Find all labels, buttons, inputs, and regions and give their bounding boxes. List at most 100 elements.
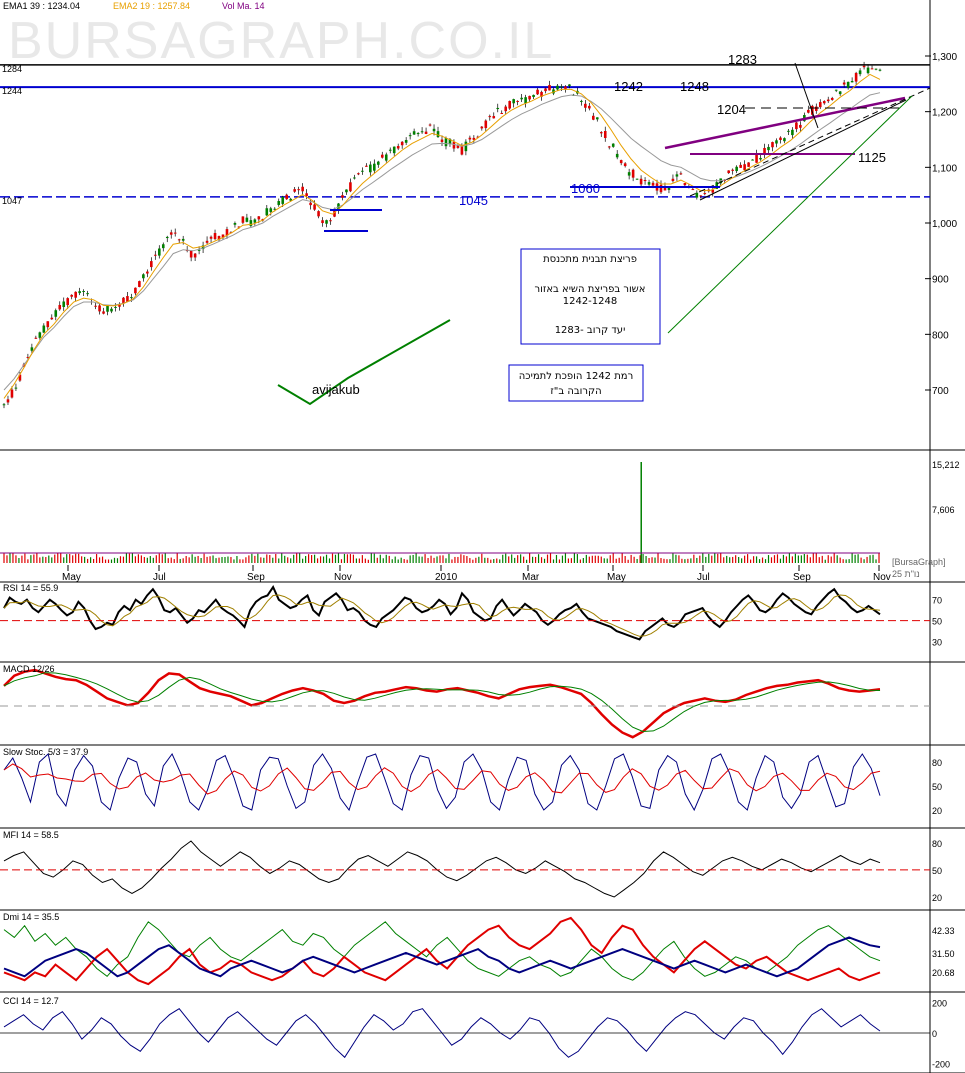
candle-body	[333, 210, 336, 217]
candle-body	[631, 169, 635, 178]
candle-body	[615, 153, 619, 158]
month-label: May	[62, 572, 81, 583]
candle-body	[751, 159, 754, 161]
candle-body	[78, 291, 81, 294]
candle-body	[6, 399, 10, 403]
stoch-tick-label: 80	[932, 758, 942, 768]
note-box-1	[520, 248, 661, 345]
candle-body	[496, 107, 500, 110]
month-label: Nov	[334, 572, 352, 583]
candle-body	[10, 389, 14, 398]
candle-body	[850, 80, 854, 83]
candle-body	[822, 101, 826, 104]
candle-body	[548, 85, 551, 91]
candle-body	[874, 68, 878, 70]
dmi-title: Dmi 14 = 35.5	[3, 912, 59, 922]
candle-body	[257, 216, 261, 220]
cci-tick-label: 200	[932, 999, 947, 1009]
candle-body	[667, 187, 671, 190]
candle-body	[138, 281, 141, 287]
left-label-1284: 1284	[2, 64, 22, 74]
candle-body	[743, 164, 746, 171]
candle-body	[420, 131, 424, 133]
candle-body	[126, 296, 129, 302]
cci-title: CCI 14 = 12.7	[3, 996, 59, 1006]
stoch-tick-label: 20	[932, 806, 942, 816]
candle-body	[866, 67, 870, 74]
support-trendline	[699, 99, 907, 201]
candle-body	[878, 69, 882, 71]
ema2-line	[3, 73, 881, 399]
candle-body	[755, 153, 758, 163]
candle-body	[476, 136, 480, 138]
candle-body	[66, 298, 70, 306]
candle-body	[34, 337, 38, 339]
note1-line4: יעד קרוב -1283	[555, 325, 626, 336]
candle-body	[50, 317, 54, 320]
price-tick-label: 900	[932, 275, 949, 286]
candle-body	[460, 146, 464, 155]
candle-body	[273, 208, 277, 210]
price-tick-label: 800	[932, 330, 949, 341]
candle-body	[301, 186, 304, 192]
candle-body	[783, 138, 786, 142]
candle-body	[468, 137, 472, 140]
candle-body	[580, 100, 583, 102]
level-label-1125: 1125	[858, 150, 886, 165]
candle-body	[357, 173, 360, 175]
candle-body	[134, 287, 137, 294]
candle-body	[169, 232, 173, 235]
note1-line3: 1242-1248	[563, 296, 618, 307]
candle-body	[94, 305, 97, 307]
volume-tick-label: 15,212	[932, 460, 960, 470]
month-label: Nov	[873, 572, 891, 583]
candle-body	[464, 141, 468, 152]
candle-body	[58, 305, 62, 310]
stoch-k-line	[3, 753, 881, 812]
candle-body	[98, 305, 101, 312]
candle-body	[221, 234, 225, 238]
candle-body	[122, 297, 125, 304]
candle-body	[858, 70, 862, 75]
candle-body	[627, 172, 631, 176]
mfi-tick-label: 20	[932, 893, 942, 903]
left-label-1047: 1047	[2, 196, 22, 206]
candle-body	[787, 130, 790, 132]
candle-body	[811, 105, 814, 115]
candle-body	[651, 182, 655, 186]
level-label-1045: 1045	[459, 193, 488, 208]
ema1-legend: EMA1 39 : 1234.04	[3, 1, 80, 11]
candle-body	[341, 195, 344, 198]
candle-body	[30, 347, 34, 351]
dmi-series-line	[3, 936, 881, 978]
candle-body	[791, 129, 794, 136]
candle-body	[504, 106, 508, 112]
note1-line2: אשור בפריצת השיא באזור	[535, 284, 646, 295]
candle-body	[269, 208, 273, 212]
candle-body	[26, 356, 30, 358]
candle-body	[46, 321, 50, 328]
date-stamp-label: 25 נו"ת	[892, 569, 920, 579]
candle-body	[193, 253, 197, 258]
candle-body	[380, 154, 384, 158]
candle-body	[277, 201, 281, 205]
candle-body	[412, 131, 416, 135]
left-label-1244: 1244	[2, 86, 22, 96]
ema2-legend: EMA2 19 : 1257.84	[113, 1, 190, 11]
month-label: May	[607, 572, 626, 583]
candle-body	[603, 131, 607, 138]
candle-body	[373, 163, 376, 171]
candle-body	[253, 219, 257, 223]
candle-body	[683, 183, 687, 186]
candle-body	[237, 226, 241, 228]
candle-body	[870, 68, 874, 70]
level-label-1242: 1242	[614, 79, 643, 94]
month-label: Jul	[153, 572, 166, 583]
candle-body	[595, 117, 599, 120]
candle-body	[639, 178, 643, 185]
pointer-1283-line	[794, 62, 819, 129]
candle-body	[329, 220, 332, 222]
candle-body	[611, 143, 615, 147]
candle-body	[165, 236, 169, 239]
candle-body	[675, 174, 679, 177]
